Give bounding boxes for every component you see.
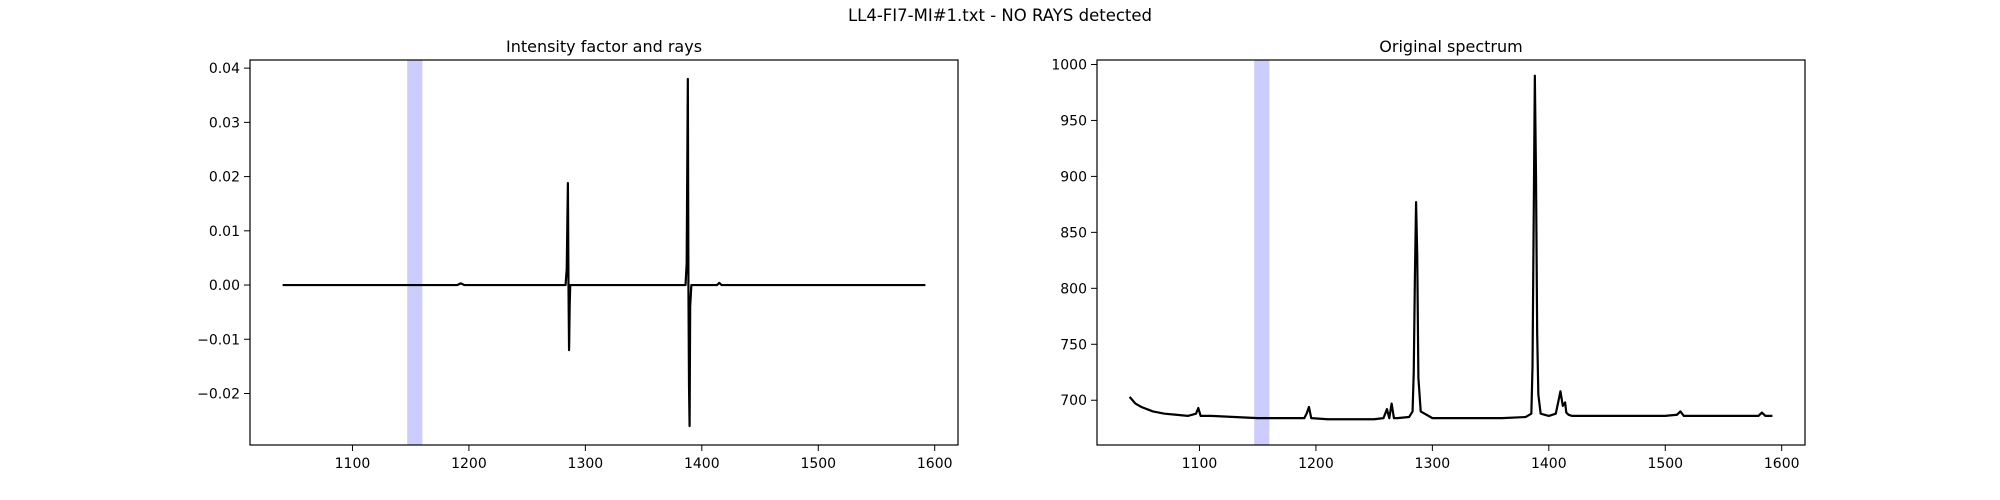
highlight-band bbox=[407, 60, 423, 445]
y-tick-label: 0.02 bbox=[209, 170, 240, 186]
x-tick-label: 1600 bbox=[917, 456, 953, 472]
x-tick-label: 1200 bbox=[1298, 456, 1334, 472]
x-tick-label: 1100 bbox=[1182, 456, 1218, 472]
plot-title-intensity: Intensity factor and rays bbox=[506, 37, 702, 56]
y-tick-label: 0.04 bbox=[209, 61, 240, 77]
plot-title-spectrum: Original spectrum bbox=[1379, 37, 1522, 56]
axes-frame bbox=[249, 59, 959, 446]
y-tick-label: 1000 bbox=[1051, 57, 1087, 73]
plot-intensity-factor: Intensity factor and rays 1100 1200 1300 14… bbox=[197, 37, 959, 472]
series-line-0 bbox=[282, 77, 926, 428]
y-tick-label: 700 bbox=[1060, 393, 1087, 409]
y-tick-label: 0.03 bbox=[209, 115, 240, 131]
x-tick-label: 1600 bbox=[1764, 456, 1800, 472]
y-tick-label: −0.01 bbox=[197, 332, 240, 348]
y-tick-label: 800 bbox=[1060, 281, 1087, 297]
plot-original-spectrum: Original spectrum 1100 1200 1300 1400 1500 16… bbox=[1051, 37, 1806, 472]
x-tick-label: 1400 bbox=[1531, 456, 1567, 472]
y-tick-label: 0.01 bbox=[209, 224, 240, 240]
y-tick-label: 950 bbox=[1060, 113, 1087, 129]
x-tick-label: 1100 bbox=[335, 456, 371, 472]
y-tick-label: 0.00 bbox=[209, 278, 240, 294]
highlight-band bbox=[1254, 60, 1270, 445]
x-tick-label: 1200 bbox=[451, 456, 487, 472]
axes-frame bbox=[1096, 59, 1806, 446]
y-tick-label: 900 bbox=[1060, 169, 1087, 185]
y-tick-label: −0.02 bbox=[197, 386, 240, 402]
x-tick-label: 1400 bbox=[684, 456, 720, 472]
x-tick-label: 1500 bbox=[800, 456, 836, 472]
figure-title: LL4-FI7-MI#1.txt - NO RAYS detected bbox=[847, 6, 1153, 25]
series-line-0 bbox=[1128, 74, 1773, 421]
x-tick-label: 1300 bbox=[568, 456, 604, 472]
x-tick-label: 1500 bbox=[1647, 456, 1683, 472]
x-tick-label: 1300 bbox=[1415, 456, 1451, 472]
y-tick-label: 750 bbox=[1060, 337, 1087, 353]
y-tick-label: 850 bbox=[1060, 225, 1087, 241]
